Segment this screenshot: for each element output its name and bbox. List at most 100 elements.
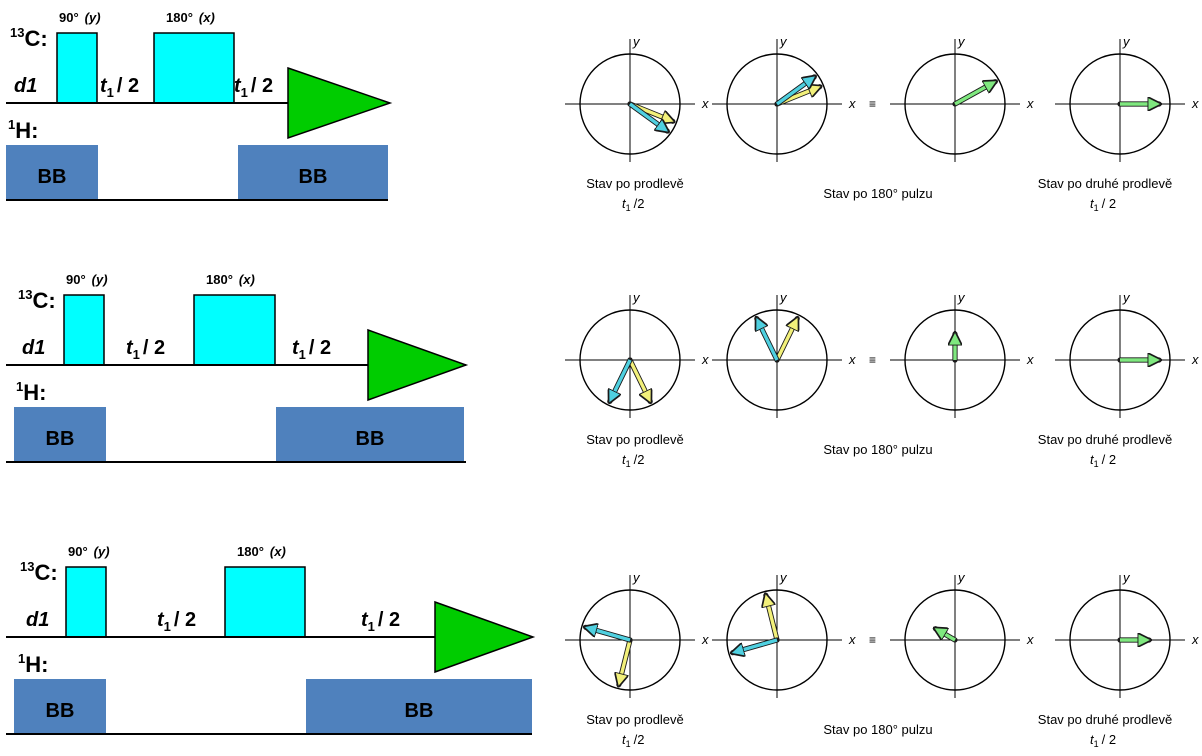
vector-state-after-180-pulse: x y ≡ (712, 570, 876, 698)
y-axis-label: y (1122, 290, 1131, 305)
vector-state-after-first-delay: xy (565, 570, 709, 698)
y-axis-label: y (632, 34, 641, 49)
pulse-90-block (63, 294, 105, 366)
relaxation-delay-label: d1 (26, 609, 49, 631)
pulse-180-block (193, 294, 276, 366)
relaxation-delay-label: d1 (14, 75, 37, 97)
evolution-half-label-1: t1/ 2 (126, 337, 165, 362)
proton-channel-label: 1H: (8, 117, 38, 143)
x-axis-label: x (848, 96, 856, 111)
vector-state-after-180-pulse: x y ≡ (712, 34, 876, 162)
x-axis-label: x (1026, 632, 1034, 647)
magnetization-vector-yellow (766, 595, 779, 641)
x-axis-label: x (1191, 632, 1199, 647)
pulse-sequence-1: 13C: d1 90° (y) 180° (x) t1/ 2 t1/ 2 1H: BB BB (6, 10, 393, 201)
caption-after-first-delay-time: t1/2 (622, 452, 644, 469)
caption-after-first-delay-time: t1/2 (622, 196, 644, 213)
y-axis-label: y (957, 290, 966, 305)
x-axis-label: x (848, 632, 856, 647)
decoupling-block-2 (306, 679, 532, 734)
magnetization-vector-cyan (757, 319, 779, 361)
magnetization-vector-green (954, 82, 995, 106)
y-axis-label: y (1122, 34, 1131, 49)
caption-after-second-delay-time: t1/ 2 (1090, 732, 1116, 749)
equivalence-sign: ≡ (869, 97, 876, 111)
y-axis-label: y (632, 290, 641, 305)
y-axis-label: y (1122, 570, 1131, 585)
pulse-180-label: 180° (x) (166, 10, 215, 25)
vector-state-after-second-delay: xy (1055, 570, 1199, 698)
pulse-180-label: 180° (x) (206, 272, 255, 287)
caption-after-second-delay-time: t1/ 2 (1090, 196, 1116, 213)
vector-state-equivalent: xy (890, 290, 1034, 418)
caption-after-first-delay: Stav po prodlevě (586, 712, 684, 727)
caption-after-second-delay: Stav po druhé prodlevě (1038, 432, 1172, 447)
vector-state-after-first-delay: xy (565, 290, 709, 418)
pulse-sequence-2: 13C: d1 90° (y) 180° (x) t1/ 2 t1/ 2 1H: BB BB (6, 272, 469, 463)
caption-after-180-pulse: Stav po 180° pulzu (823, 442, 932, 457)
decoupling-label: BB (46, 700, 75, 722)
y-axis-label: y (779, 290, 788, 305)
acquisition-fid-triangle (434, 600, 536, 674)
caption-after-180-pulse: Stav po 180° pulzu (823, 722, 932, 737)
vector-state-after-second-delay: xy (1055, 290, 1199, 418)
evolution-half-label-1: t1/ 2 (100, 75, 139, 100)
x-axis-label: x (701, 96, 709, 111)
x-axis-label: x (1026, 352, 1034, 367)
acquisition-fid-triangle (287, 66, 393, 140)
y-axis-label: y (957, 34, 966, 49)
relaxation-delay-label: d1 (22, 337, 45, 359)
y-axis-label: y (957, 570, 966, 585)
vector-state-after-180-pulse: x y ≡ (712, 290, 876, 418)
pulse-sequence-3: 13C: d1 90° (y) 180° (x) t1/ 2 t1/ 2 1H: BB BB (6, 544, 536, 735)
magnetization-vector-cyan (629, 102, 667, 131)
magnetization-vector-cyan (586, 627, 631, 642)
y-axis-label: y (779, 34, 788, 49)
equivalence-sign: ≡ (869, 353, 876, 367)
vector-state-after-first-delay: xy (565, 34, 709, 162)
magnetization-vector-cyan (776, 77, 814, 106)
decoupling-block-1 (14, 679, 106, 734)
x-axis-label: x (1191, 352, 1199, 367)
caption-after-second-delay-time: t1/ 2 (1090, 452, 1116, 469)
magnetization-vector-cyan (610, 359, 632, 401)
pulse-180-label: 180° (x) (237, 544, 286, 559)
decoupling-label: BB (38, 166, 67, 188)
caption-after-first-delay-time: t1/2 (622, 732, 644, 749)
caption-after-second-delay: Stav po druhé prodlevě (1038, 176, 1172, 191)
decoupling-label: BB (356, 428, 385, 450)
pulse-180-block (153, 32, 235, 104)
carbon-channel-label: 13C: (10, 25, 48, 51)
equivalence-sign: ≡ (869, 633, 876, 647)
caption-after-second-delay: Stav po druhé prodlevě (1038, 712, 1172, 727)
caption-after-180-pulse: Stav po 180° pulzu (823, 186, 932, 201)
caption-after-first-delay: Stav po prodlevě (586, 432, 684, 447)
pulse-90-block (56, 32, 98, 104)
magnetization-vector-cyan (733, 638, 778, 653)
vector-state-equivalent: xy (890, 570, 1034, 698)
evolution-half-label-1: t1/ 2 (157, 609, 196, 634)
proton-channel-label: 1H: (18, 651, 48, 677)
pulse-90-label: 90° (y) (66, 272, 108, 287)
x-axis-label: x (1191, 96, 1199, 111)
pulse-90-block (65, 566, 107, 638)
decoupling-block-1 (14, 407, 106, 462)
decoupling-label: BB (299, 166, 328, 188)
evolution-half-label-2: t1/ 2 (292, 337, 331, 362)
acquisition-fid-triangle (367, 328, 469, 402)
pulse-90-label: 90° (y) (59, 10, 101, 25)
x-axis-label: x (1026, 96, 1034, 111)
vector-state-after-second-delay: xy (1055, 34, 1199, 162)
pulse-180-block (224, 566, 306, 638)
decoupling-block-1 (6, 145, 98, 200)
magnetization-vector-yellow (775, 319, 797, 361)
x-axis-label: x (848, 352, 856, 367)
proton-channel-label: 1H: (16, 379, 46, 405)
magnetization-vector-yellow (628, 359, 650, 401)
decoupling-label: BB (46, 428, 75, 450)
pulse-90-label: 90° (y) (68, 544, 110, 559)
